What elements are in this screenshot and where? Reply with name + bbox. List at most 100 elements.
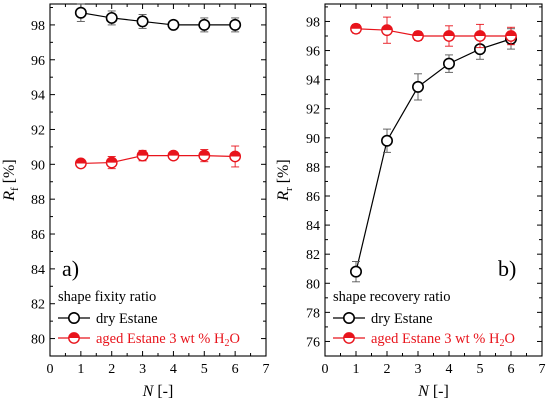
data-point xyxy=(105,11,118,24)
data-point xyxy=(167,18,180,31)
panel-label: a) xyxy=(62,256,79,281)
x-tick-label: 3 xyxy=(415,362,422,377)
x-tick-label: 4 xyxy=(446,362,453,377)
legend-entry: aged Estane 3 wt % H2O xyxy=(96,331,240,349)
x-tick-label: 3 xyxy=(139,362,146,377)
y-tick-label: 82 xyxy=(31,298,45,313)
y-tick-label: 92 xyxy=(306,103,320,118)
marker-fill xyxy=(474,30,486,36)
legend-title: shape recovery ratio xyxy=(333,289,451,305)
marker-fill xyxy=(199,150,210,156)
x-tick-label: 6 xyxy=(232,362,239,377)
legend-marker xyxy=(343,332,355,344)
series-line xyxy=(80,12,236,26)
y-axis-label: Rf [%] xyxy=(1,159,21,201)
x-tick-label: 4 xyxy=(170,362,177,377)
data-point xyxy=(350,22,362,35)
data-point xyxy=(167,149,180,162)
x-tick-label: 5 xyxy=(477,362,484,377)
x-tick-label: 5 xyxy=(201,362,208,377)
x-tick-label: 6 xyxy=(508,362,515,377)
data-point xyxy=(136,149,149,162)
y-tick-label: 96 xyxy=(306,45,320,60)
legend-entry: dry Estane xyxy=(96,311,158,327)
marker-fill xyxy=(137,150,148,156)
panel-b-chart: 0 1 2 3 4 5 6 7 76 78 80 82 84 86 88 90 92 94 96 98 N [-] Rr … xyxy=(275,3,546,400)
legend: shape fixity ratio dry Estane aged Estane … xyxy=(58,289,240,349)
series-line xyxy=(80,155,236,165)
series-dry-estane xyxy=(74,3,242,33)
marker-fill xyxy=(343,332,355,338)
y-tick-label: 94 xyxy=(31,89,45,104)
y-tick-label: 92 xyxy=(31,123,45,138)
marker-fill xyxy=(505,30,517,36)
series-line xyxy=(355,28,511,37)
y-tick-label: 98 xyxy=(306,15,320,30)
y-tick-label: 94 xyxy=(306,74,320,89)
x-axis-label: N [-] xyxy=(142,383,174,400)
legend-title: shape fixity ratio xyxy=(58,289,156,305)
x-tick-label: 0 xyxy=(322,362,329,377)
marker-fill xyxy=(350,23,362,29)
marker-fill xyxy=(106,157,117,163)
y-tick-label: 78 xyxy=(306,306,320,321)
data-point xyxy=(411,80,424,93)
legend-marker xyxy=(68,311,81,324)
y-tick-label: 84 xyxy=(306,219,320,234)
data-point xyxy=(105,156,118,169)
x-tick-label: 0 xyxy=(47,362,54,377)
data-point xyxy=(74,6,87,19)
x-axis-label: N [-] xyxy=(417,383,449,400)
data-point xyxy=(198,18,211,31)
series-line xyxy=(355,38,512,272)
series-aged-estane xyxy=(74,145,242,170)
x-tick-label: 1 xyxy=(77,362,84,377)
data-point xyxy=(229,150,242,163)
data-point xyxy=(412,30,424,42)
y-tick-label: 88 xyxy=(31,193,45,208)
x-tick-label: 7 xyxy=(263,362,270,377)
y-axis-label: Rr [%] xyxy=(275,159,295,201)
y-tick-label: 90 xyxy=(306,132,320,147)
y-tick-label: 80 xyxy=(306,277,320,292)
marker-fill xyxy=(75,158,87,164)
legend-entry: dry Estane xyxy=(371,311,433,327)
x-tick-label: 2 xyxy=(384,362,391,377)
legend-marker xyxy=(68,332,80,344)
marker-fill xyxy=(412,30,424,36)
data-point xyxy=(74,157,87,170)
legend-marker xyxy=(342,311,355,324)
data-point xyxy=(505,30,517,42)
x-tick-label: 2 xyxy=(108,362,115,377)
data-point xyxy=(349,265,362,278)
data-point xyxy=(381,24,393,37)
series-dry-estane xyxy=(349,28,517,283)
y-tick-label: 86 xyxy=(306,190,320,205)
x-tick-label: 1 xyxy=(353,362,360,377)
panel-label: b) xyxy=(498,256,516,281)
y-tick-label: 88 xyxy=(306,161,320,176)
data-point xyxy=(474,30,486,42)
legend-entry: aged Estane 3 wt % H2O xyxy=(371,331,515,349)
data-point xyxy=(198,149,211,162)
marker-fill xyxy=(229,151,241,157)
data-point xyxy=(229,18,242,31)
data-point xyxy=(136,15,149,28)
y-tick-label: 80 xyxy=(31,333,45,348)
series-aged-estane xyxy=(350,16,517,49)
marker-fill xyxy=(68,332,80,338)
y-tick-label: 96 xyxy=(31,54,45,69)
legend: shape recovery ratio dry Estane aged Estan… xyxy=(333,289,515,349)
panel-a-chart: 0 1 2 3 4 5 6 7 80 82 84 86 88 90 92 94 96 98 N [-] Rf [%] a… xyxy=(1,3,270,400)
marker-fill xyxy=(168,150,179,156)
y-tick-label: 90 xyxy=(31,158,45,173)
y-tick-label: 98 xyxy=(31,19,45,34)
data-point xyxy=(380,134,393,147)
y-tick-label: 84 xyxy=(31,263,45,278)
data-point xyxy=(442,57,455,70)
marker-fill xyxy=(381,24,393,31)
marker-fill xyxy=(443,30,455,36)
y-tick-label: 86 xyxy=(31,228,45,243)
data-point xyxy=(443,30,455,42)
